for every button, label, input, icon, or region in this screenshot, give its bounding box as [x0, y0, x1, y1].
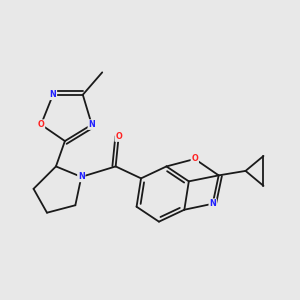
- Text: O: O: [191, 154, 198, 164]
- Text: N: N: [88, 120, 95, 129]
- Text: O: O: [38, 120, 44, 129]
- Text: O: O: [115, 132, 122, 141]
- Text: N: N: [209, 199, 216, 208]
- Text: N: N: [50, 90, 56, 99]
- Text: N: N: [78, 172, 85, 182]
